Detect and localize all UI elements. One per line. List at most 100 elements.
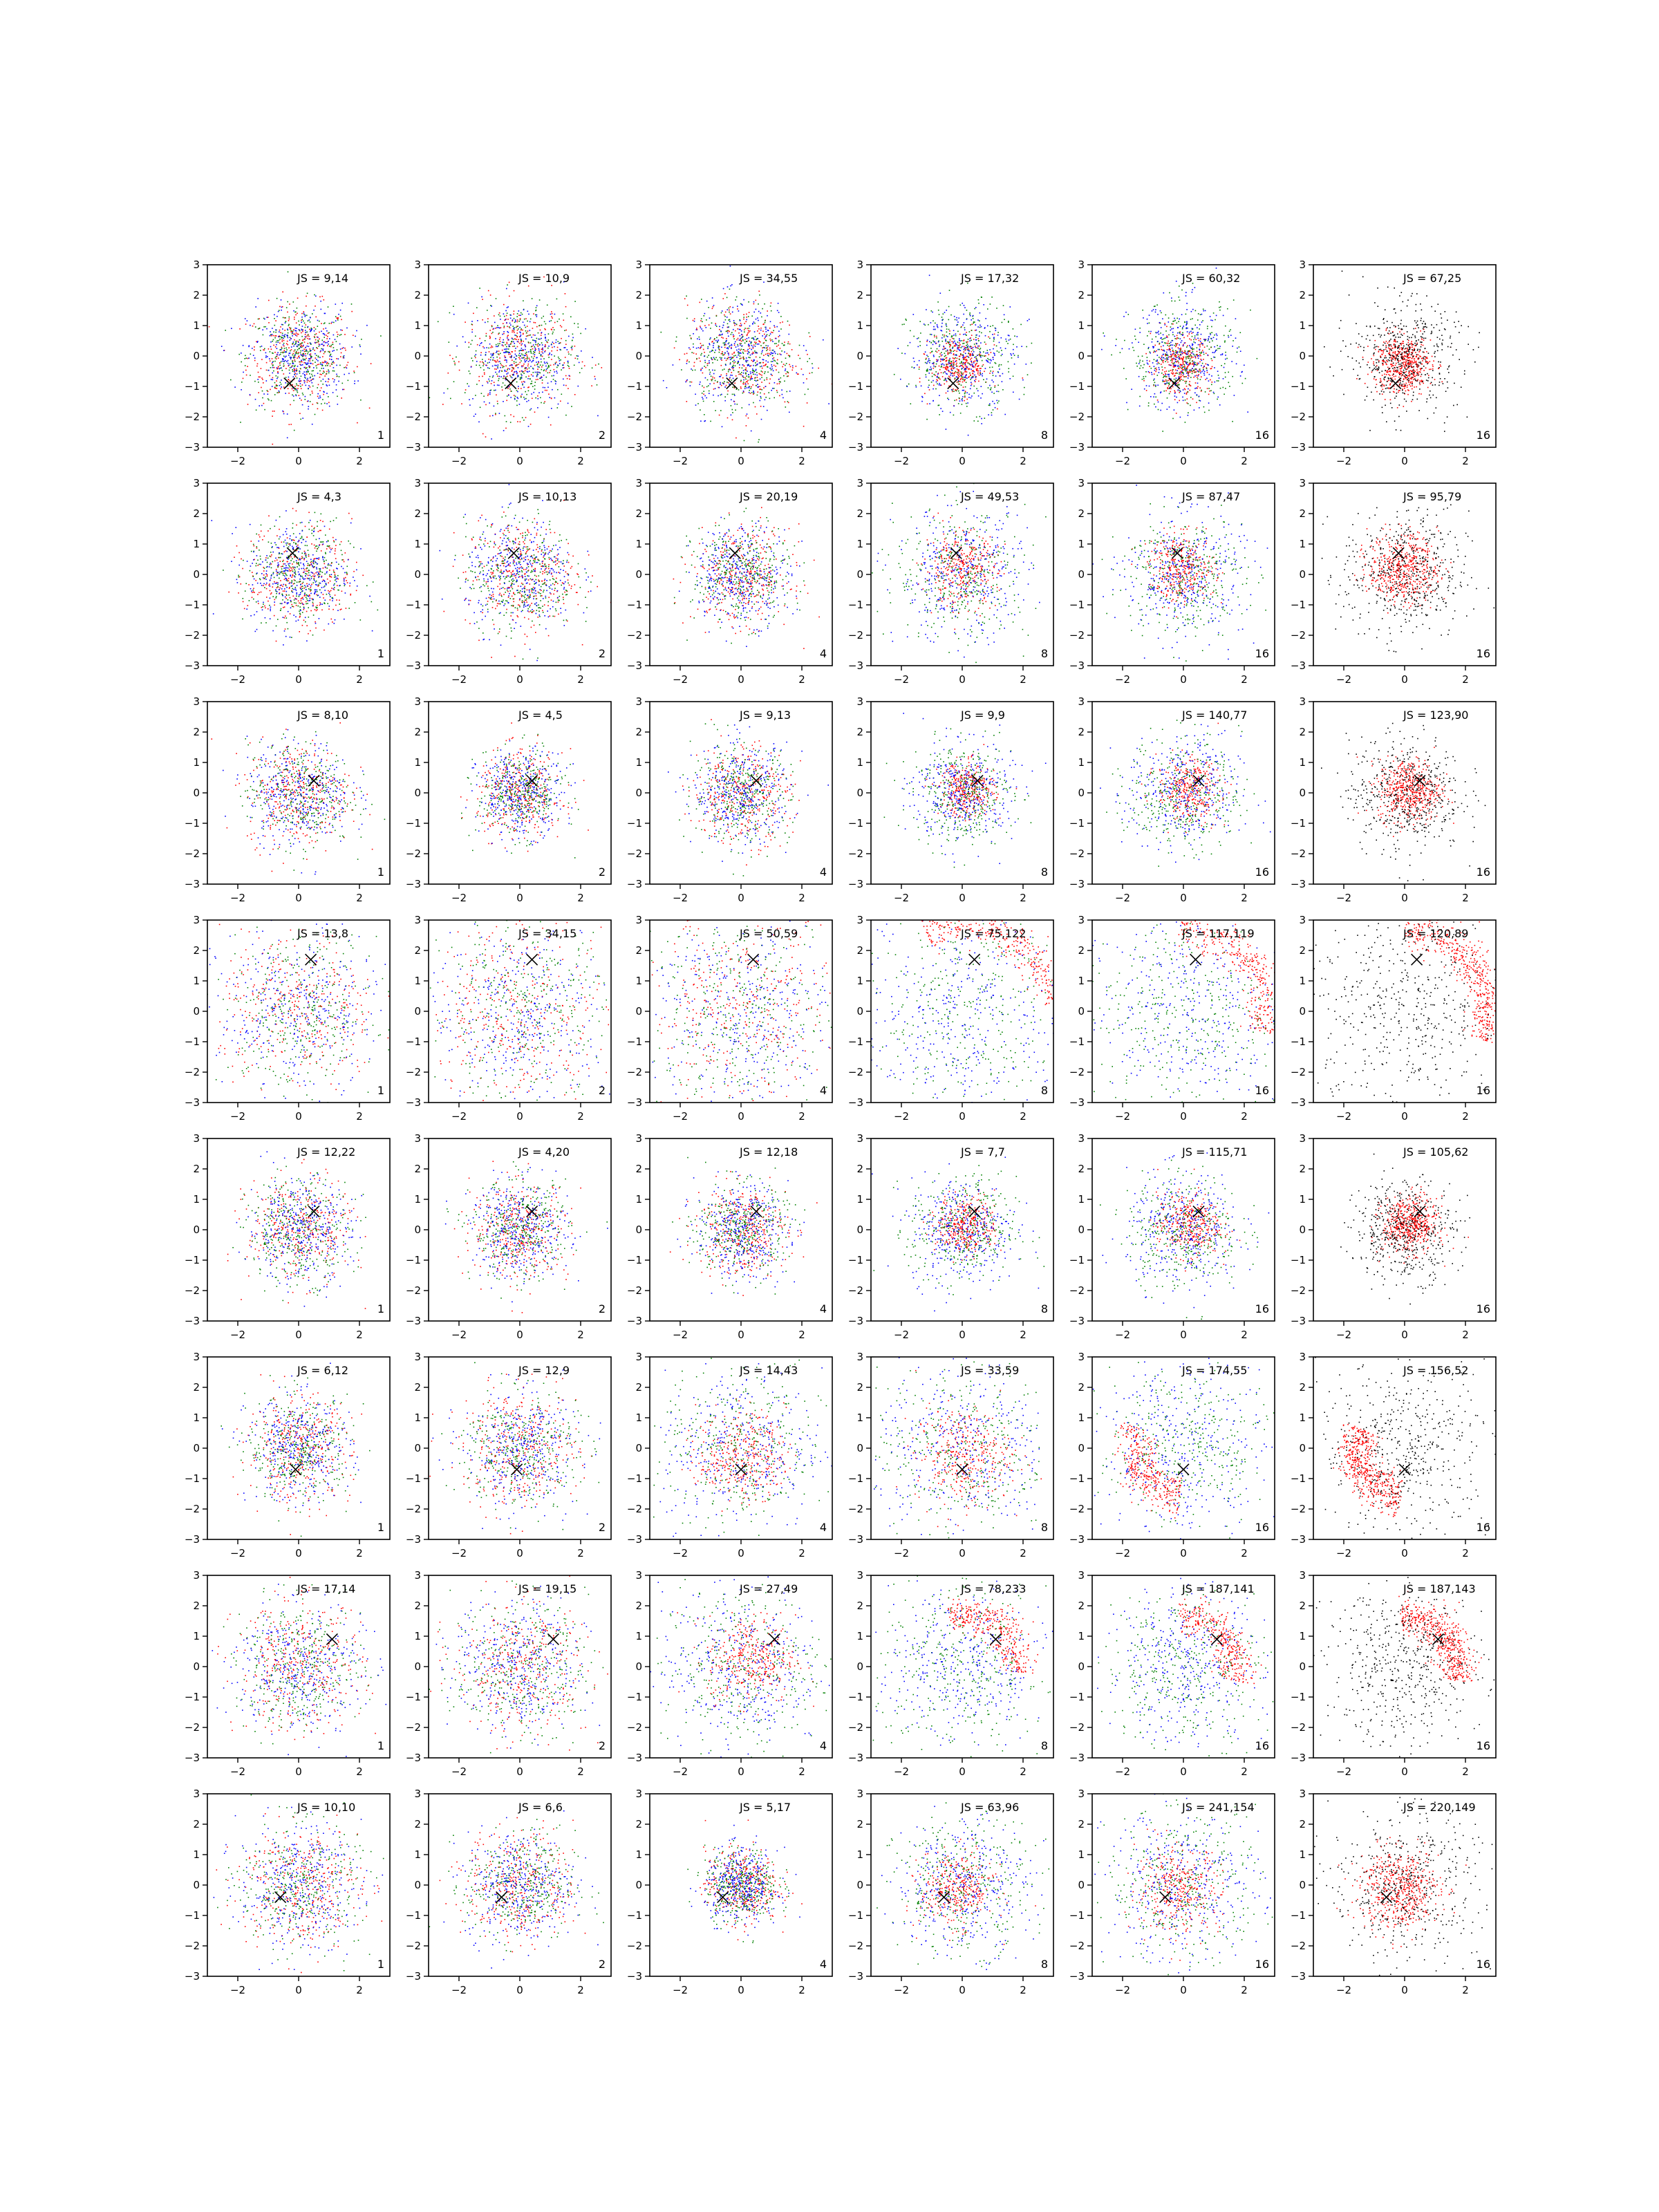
y-tick-label: 2 — [856, 1600, 863, 1612]
x-marker — [1171, 547, 1183, 559]
axes-frame — [870, 701, 1054, 885]
y-tick-label: 0 — [1299, 1660, 1306, 1673]
x-marker — [717, 1891, 729, 1904]
series-blue — [668, 724, 829, 862]
y-tick-label: −1 — [1291, 1472, 1306, 1485]
panel-r8-c2: −2 0 2 −3 −2 −1 0 1 2 3 JS = 6,6 2 — [406, 1788, 612, 1996]
y-tick-label: −1 — [848, 599, 863, 611]
panel-r1-c1: −2 0 2 −3 −2 −1 0 1 2 3 JS = 9,14 1 — [185, 259, 391, 467]
series-red — [228, 507, 364, 642]
y-tick-label: 3 — [1078, 477, 1085, 489]
corner-label: 8 — [1041, 865, 1048, 879]
series-red — [1177, 920, 1275, 1034]
axes-frame — [1091, 1793, 1275, 1977]
x-marker — [735, 1463, 747, 1476]
x-tick-label: 2 — [356, 1110, 363, 1123]
y-tick-label: −1 — [185, 1691, 200, 1703]
series-green — [877, 1802, 1050, 1976]
x-marker — [971, 774, 984, 787]
x-tick-label: 2 — [577, 1547, 584, 1559]
x-tick-label: 0 — [295, 1110, 302, 1123]
scatter-points — [1313, 1357, 1496, 1539]
axes-frame — [1091, 264, 1275, 448]
y-tick-label: −2 — [1069, 1503, 1085, 1515]
js-label: JS = 75,122 — [960, 927, 1026, 940]
series-red — [923, 1188, 1002, 1263]
series-red — [1141, 722, 1232, 834]
corner-label: 2 — [599, 429, 606, 442]
x-tick-label: −2 — [1115, 1765, 1130, 1778]
js-label: JS = 6,6 — [518, 1801, 563, 1814]
y-tick-label: −2 — [1069, 629, 1085, 641]
y-tick-label: 3 — [856, 1569, 863, 1582]
y-tick-label: 0 — [856, 1442, 863, 1454]
js-label: JS = 10,13 — [518, 490, 577, 503]
y-tick-label: 1 — [635, 1848, 642, 1861]
axes-frame — [207, 1356, 391, 1540]
y-tick-label: 1 — [1299, 319, 1306, 332]
y-tick-label: 2 — [635, 1381, 642, 1394]
y-tick-label: −2 — [848, 1066, 863, 1078]
corner-label: 16 — [1255, 429, 1269, 442]
panel-r6-c4: −2 0 2 −3 −2 −1 0 1 2 3 JS = 33,59 8 — [848, 1351, 1054, 1559]
y-tick-label: 2 — [1299, 1818, 1306, 1830]
y-tick-label: −1 — [1291, 1254, 1306, 1266]
js-label: JS = 67,25 — [1403, 272, 1461, 285]
x-tick-label: 0 — [959, 1110, 966, 1123]
y-tick-label: −1 — [1291, 380, 1306, 393]
series-blue — [677, 1171, 805, 1294]
x-marker — [726, 377, 738, 390]
corner-label: 2 — [599, 1084, 606, 1097]
x-tick-label: 2 — [798, 1547, 805, 1559]
y-tick-label: 1 — [856, 319, 863, 332]
scatter-points — [1100, 1152, 1270, 1320]
series-green — [673, 507, 805, 644]
y-tick-label: 1 — [856, 975, 863, 987]
axes-frame — [428, 1356, 612, 1540]
series-green — [441, 1357, 600, 1530]
y-tick-label: 2 — [414, 944, 421, 957]
y-tick-label: 1 — [856, 538, 863, 550]
x-tick-label: 0 — [738, 1984, 744, 1996]
js-label: JS = 33,59 — [960, 1364, 1019, 1377]
scatter-points — [660, 265, 832, 443]
y-tick-label: 0 — [635, 1005, 642, 1018]
y-tick-label: −2 — [1291, 629, 1306, 641]
x-tick-label: 0 — [959, 1765, 966, 1778]
js-label: JS = 4,3 — [297, 490, 341, 503]
y-tick-label: 0 — [635, 1442, 642, 1454]
x-tick-label: −2 — [230, 673, 245, 686]
corner-label: 16 — [1477, 1958, 1490, 1971]
js-label: JS = 10,10 — [297, 1801, 355, 1814]
axes-frame — [649, 701, 833, 885]
series-blue — [690, 1824, 800, 1936]
y-tick-label: 1 — [1078, 975, 1085, 987]
y-tick-label: −2 — [1291, 411, 1306, 423]
corner-label: 16 — [1477, 1521, 1490, 1534]
scatter-points — [1100, 720, 1271, 867]
scatter-points — [877, 1802, 1050, 1976]
y-tick-label: 2 — [1078, 944, 1085, 957]
x-tick-label: −2 — [1336, 673, 1351, 686]
y-tick-label: −1 — [627, 380, 642, 393]
y-tick-label: 3 — [1078, 914, 1085, 926]
y-tick-label: −2 — [1069, 1940, 1085, 1952]
panel-r1-c5: −2 0 2 −3 −2 −1 0 1 2 3 JS = 60,32 16 — [1069, 259, 1275, 467]
panel-r7-c2: −2 0 2 −3 −2 −1 0 1 2 3 JS = 19,15 2 — [406, 1569, 612, 1778]
panel-r3-c6: −2 0 2 −3 −2 −1 0 1 2 3 JS = 123,90 16 — [1291, 695, 1497, 904]
series-black — [1324, 270, 1480, 432]
y-tick-label: 1 — [635, 1412, 642, 1424]
scatter-points — [429, 1810, 604, 1969]
series-green — [679, 723, 794, 877]
scatter-points — [207, 920, 390, 1103]
x-marker — [274, 1891, 287, 1904]
y-tick-label: 1 — [193, 538, 200, 550]
panel-r8-c6: −2 0 2 −3 −2 −1 0 1 2 3 JS = 220,149 16 — [1291, 1788, 1497, 1996]
series-blue — [650, 1576, 830, 1758]
y-tick-label: −1 — [185, 1472, 200, 1485]
axes-frame — [870, 1575, 1054, 1759]
y-tick-label: −1 — [1291, 599, 1306, 611]
series-green — [207, 926, 390, 1103]
y-tick-label: 0 — [414, 568, 421, 581]
axes-frame — [207, 1138, 391, 1322]
